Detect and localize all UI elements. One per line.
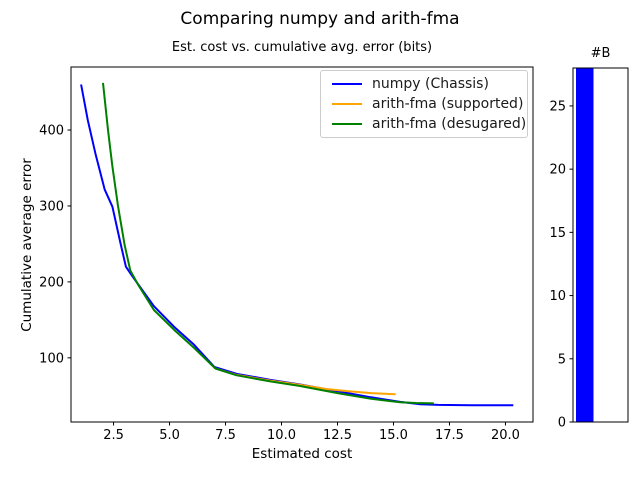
bar-y-tick-label: 5 [558,352,566,367]
x-tick-label: 2.5 [103,428,124,443]
line-series-2 [102,82,434,405]
x-tick-label: 10.0 [267,428,296,443]
x-tick-label: 20.0 [491,428,520,443]
legend-item: arith-fma (supported) [321,94,527,114]
legend-label: arith-fma (supported) [372,96,524,112]
legend-label: numpy (Chassis) [372,76,489,92]
x-tick-label: 17.5 [435,428,464,443]
x-tick-label: 15.0 [379,428,408,443]
legend-item: numpy (Chassis) [321,74,527,94]
legend-line-swatch-green [332,122,362,126]
legend-item: arith-fma (desugared) [321,114,527,134]
bar-y-tick-label: 10 [549,289,566,304]
line-chart-title: Est. cost vs. cumulative avg. error (bit… [171,40,433,55]
x-tick-label: 7.5 [215,428,236,443]
x-axis-label: Estimated cost [251,446,353,462]
x-tick-label: 12.5 [323,428,352,443]
y-tick-label: 400 [39,124,64,139]
bar-y-tick-label: 15 [549,226,566,241]
legend-label: arith-fma (desugared) [372,116,527,132]
line-axes-frame [70,66,534,423]
figure-suptitle: Comparing numpy and arith-fma [180,9,460,29]
legend: numpy (Chassis) arith-fma (supported) ar… [320,70,528,138]
bar-chart-title: #B [590,46,611,61]
y-tick-label: 300 [39,199,64,214]
bar-y-tick-label: 0 [558,416,566,431]
bar-axes-frame [572,67,629,423]
legend-line-swatch-blue [332,82,362,86]
bar-y-tick-label: 20 [549,163,566,178]
legend-line-swatch-orange [332,102,362,106]
y-axis-label: Cumulative average error [19,158,35,332]
y-tick-label: 100 [39,351,64,366]
x-tick-label: 5.0 [159,428,180,443]
bar-rect [576,68,594,422]
bar-y-tick-label: 25 [549,99,566,114]
y-tick-label: 200 [39,275,64,290]
